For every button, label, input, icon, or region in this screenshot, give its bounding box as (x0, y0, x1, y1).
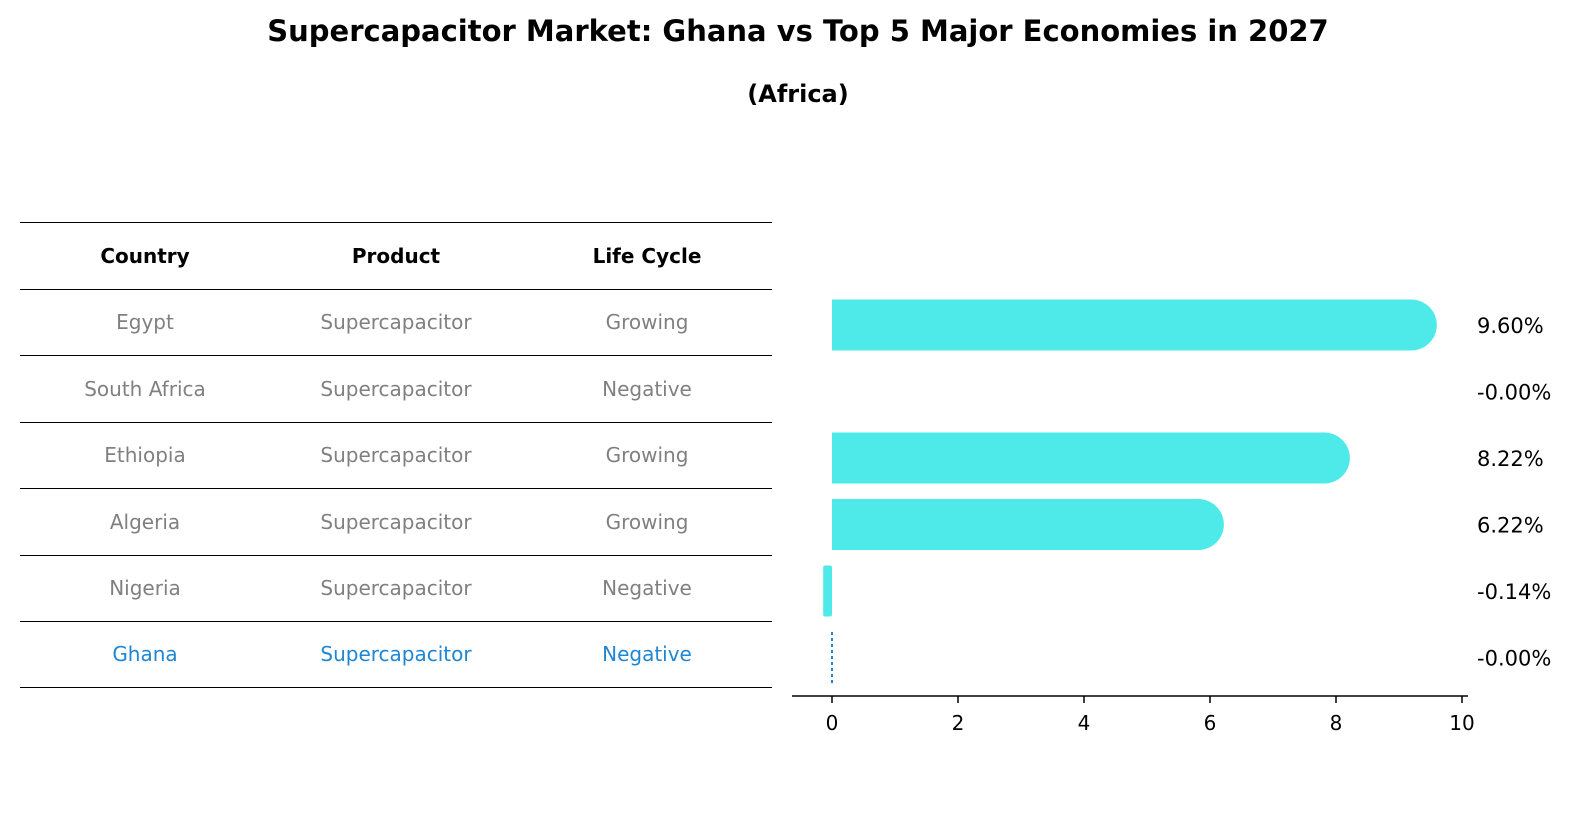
life-cycle-cell: Negative (602, 576, 692, 601)
header-life-cycle: Life Cycle (592, 243, 702, 268)
chart-subtitle: (Africa) (747, 80, 849, 108)
bar-value-label: -0.00% (1477, 381, 1551, 405)
table-row: Ethiopia Supercapacitor Growing (20, 421, 772, 489)
x-tick-label: 0 (826, 711, 839, 735)
bar-value-label: 8.22% (1477, 447, 1544, 471)
life-cycle-cell: Growing (605, 443, 689, 468)
life-cycle-cell: Growing (605, 310, 689, 335)
table-row-highlight: Ghana Supercapacitor Negative (20, 621, 772, 688)
x-tick-label: 6 (1204, 711, 1217, 735)
country-table: Country Product Life Cycle Egypt Superca… (20, 222, 772, 688)
country-cell: Egypt (116, 310, 174, 335)
country-cell: South Africa (84, 376, 206, 401)
table-header-row: Country Product Life Cycle (20, 222, 772, 289)
country-cell: Ghana (112, 642, 178, 667)
header-country: Country (100, 243, 190, 268)
life-cycle-cell: Growing (605, 509, 689, 534)
bar-value-label: 6.22% (1477, 514, 1544, 538)
bar-value-label: -0.14% (1477, 580, 1551, 604)
bar-value-label: 9.60% (1477, 314, 1544, 338)
life-cycle-cell: Negative (602, 376, 692, 401)
table-row: Nigeria Supercapacitor Negative (20, 554, 772, 622)
product-cell: Supercapacitor (320, 376, 472, 401)
x-tick-label: 4 (1078, 711, 1091, 735)
product-cell: Supercapacitor (320, 310, 472, 335)
chart-title: Supercapacitor Market: Ghana vs Top 5 Ma… (267, 14, 1329, 48)
bar-value-label: -0.00% (1477, 647, 1551, 671)
life-cycle-cell: Negative (602, 642, 692, 667)
bar-egypt (832, 299, 1437, 351)
country-cell: Ethiopia (104, 443, 186, 468)
product-cell: Supercapacitor (320, 642, 472, 667)
x-tick-label: 10 (1449, 711, 1474, 735)
country-cell: Algeria (109, 509, 181, 534)
header-product: Product (351, 243, 441, 268)
table-row: South Africa Supercapacitor Negative (20, 355, 772, 422)
product-cell: Supercapacitor (320, 443, 472, 468)
product-cell: Supercapacitor (320, 509, 472, 534)
table-row: Egypt Supercapacitor Growing (20, 288, 772, 356)
table-row: Algeria Supercapacitor Growing (20, 488, 772, 555)
bar-ethiopia (832, 432, 1350, 484)
product-cell: Supercapacitor (320, 576, 472, 601)
x-tick-label: 8 (1330, 711, 1343, 735)
bar-nigeria (823, 565, 832, 617)
bar-algeria (832, 499, 1224, 550)
x-tick-label: 2 (952, 711, 965, 735)
country-cell: Nigeria (109, 576, 181, 601)
